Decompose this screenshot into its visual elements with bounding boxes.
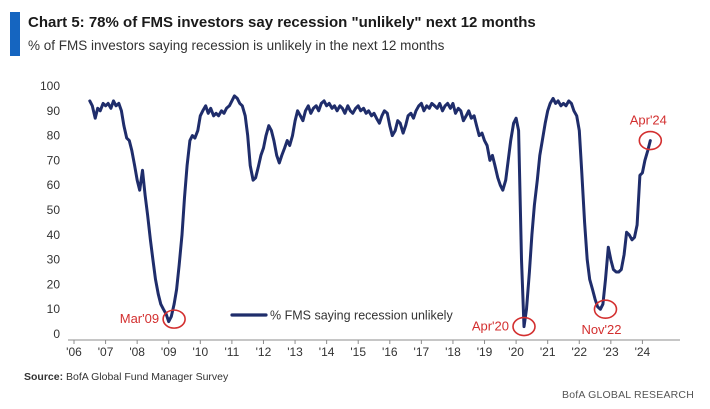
annotation-circle [593,299,618,320]
legend: % FMS saying recession unlikely [230,309,453,323]
y-tick-label: 30 [47,253,61,267]
chart-title: Chart 5: 78% of FMS investors say recess… [28,14,536,31]
x-tick-label: '06 [66,345,82,359]
x-tick-label: '13 [287,345,303,359]
y-tick-label: 0 [53,327,60,341]
source-prefix: Source: [24,371,64,383]
annotation-label: Apr'24 [630,113,667,128]
x-tick-label: '19 [477,345,493,359]
annotation-circle [512,316,536,337]
x-tick-label: '12 [256,345,272,359]
x-tick-label: '09 [161,345,177,359]
y-tick-label: 90 [47,104,61,118]
accent-bar [10,12,20,56]
y-tick-label: 70 [47,153,61,167]
x-axis: '06 '07 '08 '09 '10 '11 '12 '13 '14 '15 '16 '17 '18 '… [66,339,680,359]
x-tick-label: '11 [225,345,240,359]
x-tick-label: '23 [603,345,619,359]
y-tick-label: 10 [47,302,61,316]
x-tick-label: '14 [319,345,335,359]
x-tick-label: '20 [508,345,524,359]
annotation-circle [638,130,663,151]
series-layer [88,94,652,329]
y-tick-label: 80 [47,129,61,143]
y-axis: 0 10 20 30 40 50 60 70 80 90 100 [40,79,60,341]
source-text: BofA Global Fund Manager Survey [66,371,229,383]
x-tick-label: '15 [350,345,366,359]
chart-subtitle: % of FMS investors saying recession is u… [28,38,445,53]
annotation-label: Nov'22 [581,322,621,337]
y-tick-label: 60 [47,178,61,192]
series-line [88,94,652,329]
x-tick-label: '24 [635,345,651,359]
legend-label: % FMS saying recession unlikely [270,309,453,323]
annotation-label: Mar'09 [120,311,159,326]
x-tick-label: '22 [571,345,587,359]
y-tick-label: 40 [47,228,61,242]
x-tick-label: '18 [445,345,461,359]
brand-footer: BofA GLOBAL RESEARCH [562,389,694,401]
source-note: Source: BofA Global Fund Manager Survey [24,371,228,383]
x-tick-label: '08 [129,345,145,359]
annotation-label: Apr'20 [472,319,509,334]
x-tick-label: '10 [192,345,208,359]
x-tick-label: '07 [98,345,114,359]
annotation-circle [162,309,186,329]
x-tick-label: '16 [382,345,398,359]
annotation-layer: Mar'09 Apr'20 Nov'22 Apr'24 [120,113,667,338]
y-tick-label: 50 [47,203,61,217]
y-tick-label: 20 [47,277,61,291]
x-tick-label: '17 [414,345,430,359]
x-tick-label: '21 [540,345,556,359]
y-tick-label: 100 [40,79,60,93]
